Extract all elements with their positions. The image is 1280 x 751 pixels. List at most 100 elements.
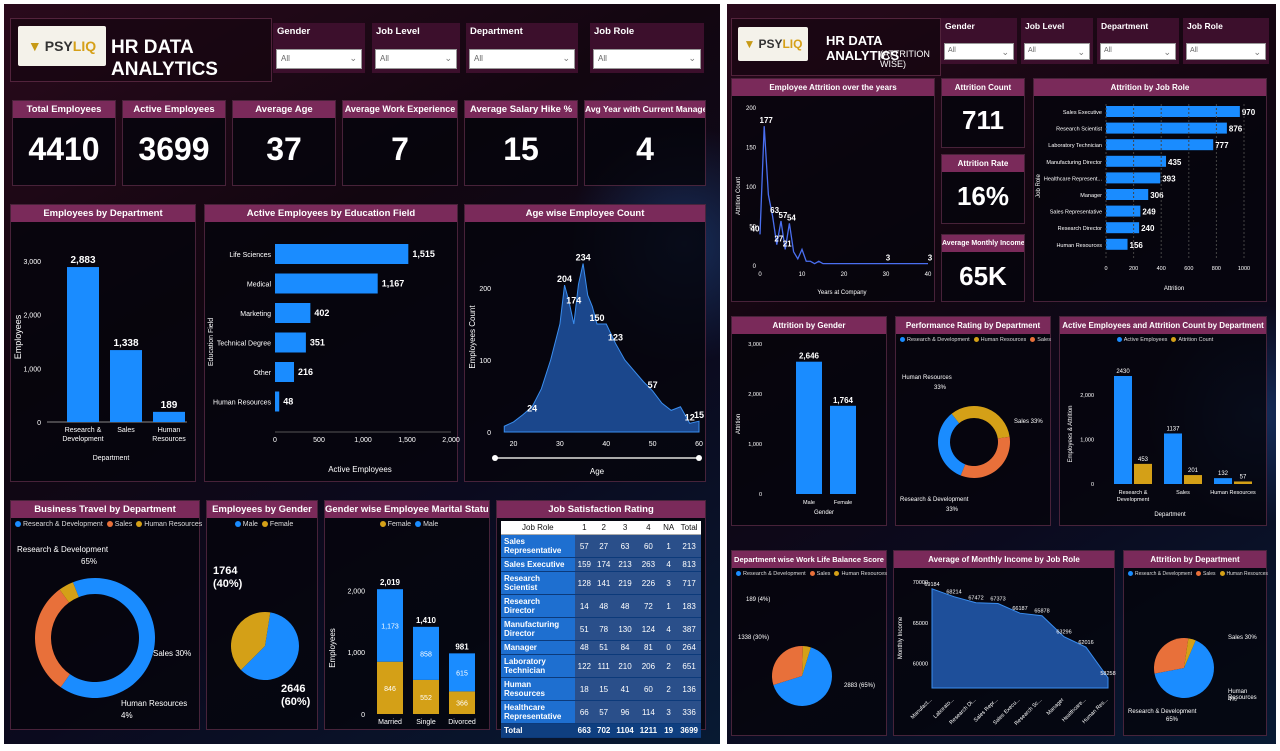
kpi-label: Total Employees	[13, 101, 115, 118]
department-slicer[interactable]: Department All ⌄	[466, 23, 578, 73]
table-cell: 2	[660, 654, 678, 678]
x-tick-label: Sales	[117, 427, 135, 434]
job-level-dropdown[interactable]: All ⌄	[375, 49, 457, 69]
table-cell: 81	[636, 640, 661, 655]
legend-item: Female	[387, 521, 412, 528]
gender-dropdown[interactable]: All ⌄	[944, 43, 1014, 60]
income-by-job-role-card: Average of Monthly Income by Job Role Mo…	[893, 550, 1116, 736]
slice-label: 1338 (30%)	[738, 635, 770, 641]
chart-title: Attrition by Job Role	[1034, 79, 1266, 96]
chart-title: Average of Monthly Income by Job Role	[894, 551, 1114, 568]
table-cell: 336	[677, 700, 701, 724]
job-level-dropdown[interactable]: All ⌄	[1024, 43, 1090, 60]
bar-female	[413, 679, 439, 714]
chart-title: Employees by Department	[11, 205, 195, 222]
chart-title: Active Employees and Attrition Count by …	[1060, 317, 1266, 334]
department-dropdown[interactable]: All ⌄	[1100, 43, 1176, 60]
pie-slice-1	[231, 612, 271, 671]
kpi-attrition-count: Attrition Count 711	[941, 78, 1025, 148]
pie-slice-2	[59, 582, 79, 603]
table-header[interactable]: 1	[574, 521, 594, 535]
job-role-dropdown[interactable]: All ⌄	[593, 49, 701, 69]
table-cell: 1	[660, 534, 678, 558]
chart-legend: Research & Development Human Resources Sal…	[896, 337, 1051, 343]
attrition-over-years-card: Employee Attrition over the years Attrit…	[731, 78, 935, 302]
x-tick-label: Research &	[65, 427, 102, 434]
table-cell: 1	[660, 594, 678, 618]
kpi-value: 3699	[138, 131, 210, 167]
job-role-dropdown[interactable]: All ⌄	[1186, 43, 1266, 60]
kpi-label: Attrition Rate	[942, 155, 1024, 172]
chevron-down-icon: ⌄	[688, 53, 696, 63]
y-tick-label: 1,000	[23, 366, 41, 373]
table-cell: 264	[677, 640, 701, 655]
chart-title: Performance Rating by Department	[896, 317, 1050, 334]
data-label: 3	[886, 254, 891, 263]
x-tick-label: 1,500	[398, 437, 416, 444]
gender-dropdown[interactable]: All ⌄	[276, 49, 362, 69]
table-header[interactable]: 2	[594, 521, 614, 535]
pie-slice-1	[1154, 638, 1189, 674]
table-cell: 15	[594, 677, 614, 701]
job-level-slicer[interactable]: Job Level All ⌄	[1021, 18, 1093, 64]
table-cell: 57	[574, 534, 594, 558]
area-series	[931, 588, 1109, 689]
gender-slicer[interactable]: Gender All ⌄	[273, 23, 365, 73]
y-tick-label: Technical Degree	[217, 341, 271, 348]
job-level-slicer[interactable]: Job Level All ⌄	[372, 23, 460, 73]
pie-slice-1	[34, 589, 70, 688]
table-header[interactable]: NA	[660, 521, 678, 535]
kpi-total-employees: Total Employees 4410	[12, 100, 116, 186]
legend-item: Human Resources	[1226, 571, 1268, 577]
table-header[interactable]: 3	[613, 521, 637, 535]
table-cell: 213	[677, 534, 701, 558]
y-axis-label: Attrition Count	[736, 177, 742, 215]
data-label: 57	[648, 380, 658, 390]
bar-male	[377, 589, 403, 662]
x-tick-label: 60	[695, 441, 703, 448]
gender-slicer[interactable]: Gender All ⌄	[941, 18, 1017, 64]
data-label: 615	[456, 670, 468, 677]
y-tick-label: Human Resources	[1056, 243, 1102, 249]
legend-item: Research & Development	[1135, 571, 1192, 577]
slicer-value: All	[281, 54, 290, 63]
data-label: 1,764	[833, 396, 854, 405]
performance-rating-chart	[938, 406, 1010, 478]
job-role-slicer[interactable]: Job Role All ⌄	[590, 23, 704, 73]
pie-slice-0	[240, 612, 299, 680]
table-cell: 3	[660, 700, 678, 724]
kpi-value: 65K	[959, 261, 1007, 291]
slice-label: 65%	[81, 557, 98, 566]
table-cell: 717	[677, 571, 701, 595]
department-slicer[interactable]: Department All ⌄	[1097, 18, 1179, 64]
y-axis-label: Job Role	[1036, 174, 1042, 198]
chart-title: Active Employees by Education Field	[205, 205, 457, 222]
x-tick-label: Manager	[1046, 697, 1066, 717]
table-header[interactable]: Total	[677, 521, 701, 535]
slice-label: 4%	[1228, 697, 1237, 703]
table-cell: 27	[594, 534, 614, 558]
table-header[interactable]: Job Role	[501, 521, 575, 535]
table-cell: 51	[574, 617, 594, 641]
job-role-slicer[interactable]: Job Role All ⌄	[1183, 18, 1269, 64]
y-tick-label: 0	[1091, 482, 1094, 488]
x-tick-label: 10	[799, 272, 806, 278]
data-label: 123	[608, 332, 623, 342]
table-cell-role: Research Scientist	[501, 571, 575, 595]
chart-title: Employees by Gender	[207, 501, 317, 518]
table-header[interactable]: 4	[636, 521, 661, 535]
table-cell: 1211	[636, 723, 661, 738]
table-cell: 14	[574, 594, 594, 618]
logo-shield-icon: ▼	[27, 38, 42, 54]
department-dropdown[interactable]: All ⌄	[469, 49, 575, 69]
bar-active	[1164, 433, 1182, 484]
performance-rating-card: Performance Rating by Department Researc…	[895, 316, 1051, 526]
pie-slice-2	[1184, 638, 1196, 668]
slicer-value: All	[1028, 47, 1036, 54]
x-tick-label: Divorced	[448, 719, 476, 726]
attrition-by-gender-card: Attrition by Gender Attrition 0 1,000 2,000…	[731, 316, 887, 526]
pie-slice-0	[1154, 640, 1214, 698]
table-cell: 124	[636, 617, 661, 641]
data-label: 66187	[1012, 606, 1027, 612]
data-label: 58258	[1100, 671, 1115, 677]
